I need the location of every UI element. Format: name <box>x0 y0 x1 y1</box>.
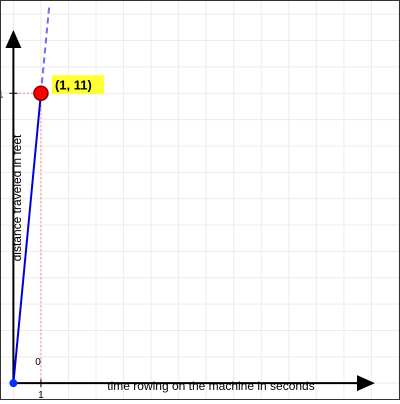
y-axis-label: distance traveled in feet <box>10 134 24 261</box>
x-axis-label: time rowing on the machine in seconds <box>107 379 314 393</box>
origin-label: 0 <box>35 357 41 368</box>
series-extension-line <box>41 6 49 93</box>
x-axis-arrow <box>357 375 375 391</box>
origin-point <box>9 379 17 387</box>
point-label: (1, 11) <box>55 77 92 92</box>
x-tick-label: 1 <box>38 390 44 399</box>
y-axis-arrow <box>5 30 21 48</box>
y-tick-label: 11 <box>1 89 4 100</box>
highlight-point <box>34 86 48 100</box>
